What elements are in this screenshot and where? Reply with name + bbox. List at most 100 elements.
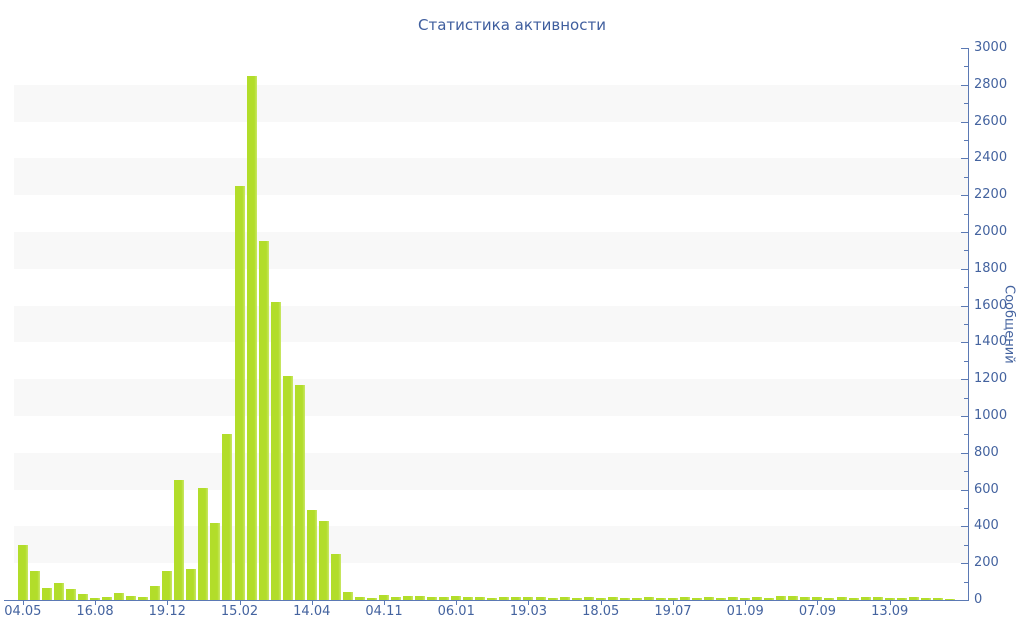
bar	[595, 598, 606, 600]
y-major-tick	[961, 121, 968, 123]
bar	[692, 598, 703, 600]
y-axis-tick-label: 2200	[974, 187, 1008, 203]
plot-area	[4, 48, 969, 601]
y-axis-tick-label: 1200	[974, 371, 1008, 387]
bar	[896, 598, 907, 600]
x-axis-tick	[311, 601, 313, 605]
x-axis-tick	[384, 601, 385, 605]
y-minor-tick	[964, 213, 968, 215]
y-minor-tick	[964, 250, 968, 252]
bar	[535, 597, 546, 600]
bar	[511, 597, 522, 600]
bar	[788, 596, 799, 600]
bar	[463, 597, 474, 600]
x-axis-label: 19.12	[148, 604, 186, 619]
grid-band	[14, 526, 968, 564]
x-axis-label: 01.09	[726, 604, 764, 619]
bar	[643, 597, 654, 600]
x-axis-tick	[528, 601, 530, 605]
y-minor-tick	[964, 66, 968, 68]
y-major-tick	[961, 526, 968, 528]
x-axis-tick	[600, 601, 602, 605]
x-axis-label: 15.02	[220, 604, 259, 619]
y-axis-tick-label: 400	[974, 518, 999, 534]
bar	[403, 596, 414, 600]
bar	[655, 598, 666, 600]
y-major-tick	[961, 563, 968, 565]
bar	[126, 596, 137, 600]
bar	[872, 597, 883, 600]
bar	[487, 598, 498, 600]
y-major-tick	[961, 268, 968, 270]
bar	[716, 598, 727, 600]
y-minor-tick	[964, 544, 968, 546]
y-major-tick	[961, 195, 968, 197]
bar	[90, 598, 101, 600]
y-minor-tick	[964, 176, 968, 178]
x-axis-tick	[889, 601, 891, 605]
y-major-tick	[961, 48, 968, 49]
x-axis-label: 14.04	[293, 604, 331, 619]
bar	[860, 597, 871, 600]
y-minor-tick	[964, 287, 968, 289]
y-axis-tick-label: 2400	[974, 150, 1008, 166]
y-major-tick	[961, 416, 968, 417]
bar	[848, 598, 859, 600]
bar	[258, 241, 269, 600]
bar	[342, 592, 353, 600]
bar	[330, 554, 341, 600]
x-axis-label: 06.01	[437, 604, 475, 619]
x-axis-tick	[672, 601, 674, 605]
x-axis-line	[4, 600, 969, 601]
y-axis-tick-label: 3000	[974, 40, 1008, 55]
bar	[29, 571, 40, 600]
y-minor-tick	[964, 140, 968, 141]
bar	[415, 596, 426, 600]
bar	[198, 488, 209, 600]
bar	[17, 545, 28, 600]
bar	[944, 599, 955, 600]
y-minor-tick	[964, 581, 968, 583]
bar	[680, 597, 690, 600]
y-axis-tick-label: 1000	[974, 408, 1008, 423]
y-axis-tick-label: 1800	[974, 260, 1008, 276]
y-axis-tick-label: 0	[974, 592, 983, 607]
bar	[451, 596, 462, 600]
y-axis-tick-label: 1400	[974, 334, 1008, 350]
bar	[800, 597, 811, 600]
x-axis-tick	[817, 601, 819, 605]
x-axis-label: 16.08	[76, 604, 114, 619]
bar	[776, 596, 787, 600]
bar	[174, 480, 185, 600]
bar	[920, 598, 931, 600]
bar	[294, 385, 305, 600]
y-axis-line	[968, 48, 969, 601]
bar	[114, 593, 125, 600]
bar	[764, 598, 775, 600]
x-axis-tick	[239, 601, 241, 605]
bar	[499, 597, 510, 600]
y-major-tick	[961, 158, 968, 160]
bar	[439, 597, 450, 600]
y-minor-tick	[964, 434, 968, 436]
x-axis-label: 19.07	[654, 604, 692, 619]
bar	[908, 597, 919, 600]
y-minor-tick	[964, 471, 968, 473]
y-minor-tick	[964, 397, 968, 399]
y-minor-tick	[964, 360, 968, 362]
bar	[391, 597, 402, 600]
bar	[210, 523, 221, 600]
x-axis-label: 19.03	[509, 604, 548, 619]
grid-band	[14, 84, 968, 122]
bar	[571, 598, 582, 600]
chart-title: Статистика активности	[418, 16, 606, 34]
bar	[306, 510, 317, 600]
bar	[270, 302, 281, 600]
bar	[162, 571, 173, 600]
bar	[824, 598, 835, 600]
grid-band	[14, 305, 968, 343]
bar	[619, 598, 630, 600]
bar	[475, 597, 486, 600]
grid-band	[14, 452, 968, 490]
x-axis-label: 13.09	[871, 604, 909, 619]
